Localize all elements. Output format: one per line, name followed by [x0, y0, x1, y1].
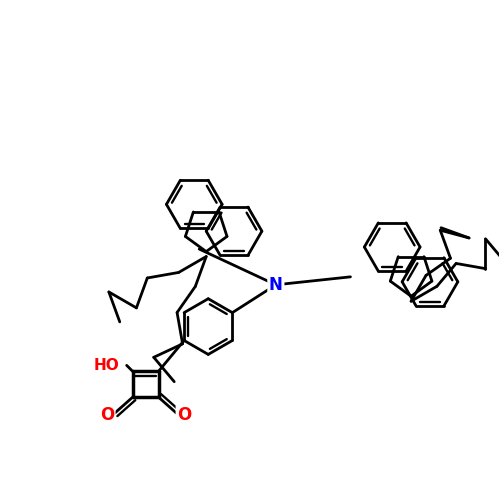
Text: O: O [100, 406, 114, 424]
Text: O: O [177, 406, 192, 424]
Text: HO: HO [94, 358, 120, 373]
Text: N: N [269, 276, 283, 294]
